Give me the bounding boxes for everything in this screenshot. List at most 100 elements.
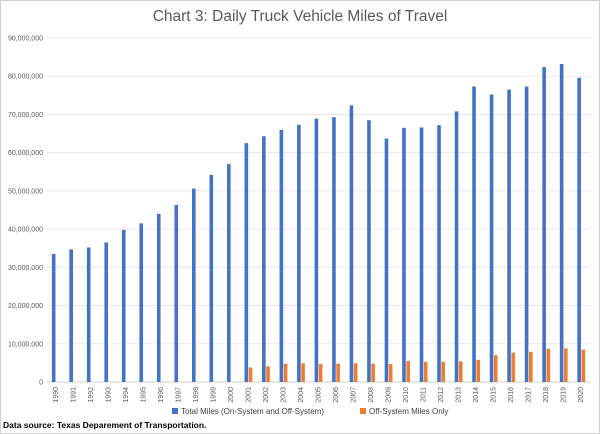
y-tick-label: 20,000,000	[8, 303, 43, 310]
y-tick-label: 0	[39, 380, 43, 387]
bars	[51, 63, 586, 383]
y-tick-label: 30,000,000	[8, 265, 43, 272]
bar-off-system-miles	[406, 360, 410, 382]
legend-swatch	[172, 408, 178, 414]
x-tick-label: 2005	[316, 387, 323, 403]
bar-total-miles	[384, 138, 389, 382]
bar-off-system-miles	[388, 364, 393, 382]
bar-total-miles	[174, 205, 179, 382]
bar-total-miles	[297, 124, 301, 383]
y-tick-label: 60,000,000	[8, 150, 43, 157]
bar-off-system-miles	[581, 349, 586, 382]
x-tick-label: 2016	[508, 387, 515, 403]
x-axis-tick-labels: 1990 1991 1992 1993 1994 1995 1996 1997 1998 1999…	[53, 387, 585, 403]
bar-total-miles	[419, 127, 424, 382]
x-tick-label: 1998	[193, 387, 200, 403]
bar-total-miles	[244, 143, 249, 382]
x-tick-label: 1997	[175, 387, 182, 403]
x-tick-label: 2009	[386, 387, 393, 403]
bar-total-miles	[262, 136, 266, 382]
bar-total-miles	[349, 105, 354, 382]
bar-total-miles	[51, 253, 56, 382]
bar-total-miles	[156, 213, 161, 382]
y-axis-tick-labels: 0 10,000,000 20,000,000 30,000,000 40,000,00…	[8, 36, 43, 387]
x-tick-label: 1996	[158, 387, 165, 403]
chart-title: Chart 3: Daily Truck Vehicle Miles of Tr…	[152, 8, 448, 25]
x-tick-label: 2010	[403, 387, 410, 403]
bar-total-miles	[489, 94, 494, 383]
bar-total-miles	[367, 120, 371, 382]
bar-off-system-miles	[546, 348, 551, 382]
bar-off-system-miles	[528, 351, 533, 382]
y-tick-label: 90,000,000	[8, 36, 43, 43]
bar-off-system-miles	[441, 361, 446, 382]
bar-total-miles	[542, 67, 546, 382]
bar-off-system-miles	[423, 361, 428, 382]
x-tick-label: 2000	[228, 387, 235, 403]
bar-total-miles	[86, 247, 91, 382]
x-tick-label: 2007	[351, 387, 358, 403]
y-tick-label: 10,000,000	[8, 341, 43, 348]
x-tick-label: 2001	[245, 387, 252, 403]
legend-label: Off-System Miles Only	[369, 407, 448, 416]
bar-total-miles	[332, 117, 336, 383]
bar-off-system-miles	[248, 367, 253, 382]
bar-total-miles	[279, 129, 284, 382]
bar-total-miles	[437, 125, 441, 382]
x-tick-label: 2011	[421, 387, 428, 402]
x-tick-label: 2004	[298, 387, 305, 403]
x-tick-label: 2014	[473, 387, 480, 403]
x-tick-label: 1999	[210, 387, 217, 403]
bar-off-system-miles	[301, 363, 305, 382]
x-tick-label: 2019	[561, 387, 568, 403]
bar-total-miles	[139, 223, 144, 382]
bar-total-miles	[577, 77, 581, 383]
bar-total-miles	[454, 111, 459, 383]
x-tick-label: 1995	[140, 387, 147, 403]
x-tick-label: 1993	[105, 387, 112, 403]
gridlines	[47, 37, 590, 383]
bar-total-miles	[69, 249, 73, 382]
bar-off-system-miles	[371, 363, 375, 382]
x-tick-label: 2002	[263, 387, 270, 403]
bar-off-system-miles	[511, 352, 516, 382]
source-note: Data source: Texas Deparement of Transpo…	[3, 420, 207, 430]
x-tick-label: 2003	[280, 387, 287, 403]
bar-off-system-miles	[283, 363, 288, 382]
y-tick-label: 40,000,000	[8, 227, 43, 234]
legend-label: Total Miles (On-System and Off-System)	[181, 407, 324, 416]
bar-total-miles	[191, 188, 196, 382]
bar-total-miles	[209, 174, 214, 382]
x-tick-label: 1992	[88, 387, 95, 403]
x-tick-label: 2012	[438, 387, 445, 403]
y-tick-label: 70,000,000	[8, 112, 43, 119]
bar-total-miles	[559, 63, 564, 382]
bar-off-system-miles	[564, 348, 568, 382]
bar-off-system-miles	[458, 361, 463, 382]
bar-total-miles	[314, 118, 319, 382]
bar-total-miles	[402, 127, 406, 382]
x-tick-label: 2015	[491, 387, 498, 403]
legend: Total Miles (On-System and Off-System) Of…	[172, 407, 448, 416]
y-tick-label: 80,000,000	[8, 74, 43, 81]
y-tick-label: 50,000,000	[8, 188, 43, 195]
bar-off-system-miles	[336, 363, 340, 382]
bar-total-miles	[472, 86, 476, 382]
bar-off-system-miles	[353, 363, 358, 382]
x-tick-label: 2013	[456, 387, 463, 403]
x-tick-label: 1991	[70, 387, 77, 403]
bar-total-miles	[507, 89, 511, 382]
bar-off-system-miles	[476, 359, 481, 382]
x-tick-label: 1990	[53, 387, 60, 403]
bar-off-system-miles	[266, 366, 270, 382]
x-tick-label: 2018	[543, 387, 550, 403]
bar-off-system-miles	[493, 355, 498, 382]
bar-off-system-miles	[318, 364, 323, 382]
legend-swatch	[360, 408, 366, 414]
x-tick-label: 2008	[368, 387, 375, 403]
x-tick-label: 2017	[526, 387, 533, 403]
x-tick-label: 2006	[333, 387, 340, 403]
x-tick-label: 1994	[123, 387, 130, 403]
x-tick-label: 2020	[578, 387, 585, 403]
